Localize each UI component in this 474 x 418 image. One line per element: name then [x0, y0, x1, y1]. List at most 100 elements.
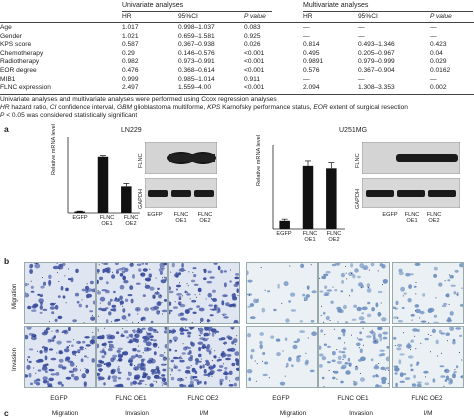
- micrograph-left-r0-c1: [96, 262, 168, 324]
- xlabel-right-0: EGFP: [276, 231, 292, 237]
- c-label-0: Migration: [51, 410, 79, 417]
- row-label-migration: Migration: [11, 283, 18, 309]
- wb-left-lane-1: FLNC OE1: [173, 212, 189, 224]
- row-label: Gender: [0, 32, 22, 40]
- micrograph-left-r0-c0: [24, 262, 96, 324]
- c-label-2: I/M: [199, 410, 209, 417]
- table-cell-p1: <0.001: [244, 67, 265, 74]
- fn-p: P: [0, 112, 5, 119]
- bar-chart-left: [67, 137, 140, 214]
- col-label-oe1-right: FLNC OE1: [337, 395, 369, 402]
- bar-1: [302, 165, 314, 229]
- row-label: MIB1: [0, 75, 16, 83]
- table-cell-hr2: —: [303, 32, 310, 40]
- micrograph-right-r0-c0: [246, 262, 318, 324]
- micrograph-left-r1-c1: [96, 326, 168, 388]
- row-label: Chemotherapy: [0, 49, 44, 57]
- fn-hr: HR: [0, 104, 10, 111]
- table-cell-hr2: 0.495: [303, 49, 320, 57]
- row-label: Age: [0, 24, 12, 31]
- table-cell-ci2: 0.205–0.967: [358, 49, 395, 57]
- table-cell-ci1: 0.973–0.991: [178, 58, 215, 66]
- table-cell-p2: —: [430, 24, 437, 31]
- fn-ci: CI: [49, 104, 57, 111]
- bar-2: [121, 186, 132, 213]
- xlabel-right-1: FLNC OE1: [302, 231, 318, 243]
- table-cell-ci1: 0.367–0.938: [178, 41, 215, 49]
- panel-b-label: b: [4, 256, 10, 266]
- wb-right-lane-1: FLNC OE1: [404, 212, 420, 224]
- micrograph-right-r1-c0: [246, 326, 318, 388]
- wb-right-flnc-label: FLNC: [355, 153, 361, 168]
- header-rule: [0, 22, 474, 23]
- bar-0: [279, 220, 290, 229]
- table-cell-ci1: 0.998–1.037: [178, 24, 215, 31]
- row-label: FLNC expression: [0, 84, 51, 92]
- panel-c-label: c: [4, 408, 9, 418]
- wb-left-gapdh-label: GAPDH: [138, 189, 144, 209]
- table-cell-hr1: 0.982: [122, 58, 139, 66]
- fn-ci-text: confidence interval,: [56, 104, 117, 111]
- footnote-1: Univariate analyses and multivariate ana…: [0, 96, 277, 103]
- table-cell-hr1: 0.29: [122, 49, 135, 57]
- col-label-oe2-right: FLNC OE2: [411, 395, 443, 402]
- micrograph-right-r1-c1: [318, 326, 390, 388]
- table-cell-hr1: 2.497: [122, 84, 139, 92]
- col-hr-1: HR: [122, 13, 132, 20]
- table-cell-p2: —: [430, 32, 437, 40]
- col-p-2: P value: [430, 13, 452, 20]
- table-cell-ci1: 0.146–0.576: [178, 49, 215, 57]
- table-cell-hr1: 0.476: [122, 67, 139, 74]
- footnote-3: P < 0.05 was considered statistically si…: [0, 112, 137, 120]
- table-cell-ci1: 0.368–0.614: [178, 67, 215, 74]
- col-p-1: P value: [244, 13, 266, 20]
- table-cell-p1: 0.925: [244, 32, 261, 40]
- table-cell-hr2: 2.094: [303, 84, 320, 92]
- table-cell-p1: <0.001: [244, 49, 265, 57]
- wb-left-flnc-label: FLNC: [138, 153, 144, 168]
- table-cell-ci1: 0.985–1.014: [178, 75, 215, 83]
- c-label-3: Migration: [279, 410, 307, 417]
- cell-line-left: LN229: [121, 127, 142, 134]
- ylabel-left: Relative mRNA level: [51, 124, 57, 175]
- col-hr-2: HR: [303, 13, 313, 20]
- xlabel-left-0: EGFP: [72, 215, 88, 221]
- xlabel-left-2: FLNC OE2: [123, 215, 139, 227]
- micrograph-right-r1-c2: [392, 326, 464, 388]
- western-blot-left-gapdh: [145, 178, 217, 208]
- bar-0: [74, 211, 85, 213]
- col-ci-2: 95%CI: [358, 13, 378, 20]
- table-cell-p1: 0.083: [244, 24, 261, 31]
- table-cell-hr2: 0.576: [303, 67, 320, 74]
- xlabel-right-2: FLNC OE2: [326, 231, 342, 243]
- table-cell-hr1: 0.587: [122, 41, 139, 49]
- table-cell-ci2: —: [358, 24, 365, 31]
- western-blot-right-flnc: [362, 142, 460, 174]
- micrograph-left-r0-c2: [168, 262, 240, 324]
- wb-right-lane-2: FLNC OE2: [426, 212, 442, 224]
- fn-hr-text: hazard ratio,: [9, 104, 50, 111]
- table-cell-p2: —: [430, 75, 437, 83]
- table-cell-hr1: 1.017: [122, 24, 139, 31]
- table-cell-p1: <0.001: [244, 84, 265, 92]
- wb-right-lane-0: EGFP: [382, 212, 398, 218]
- table-cell-ci2: 0.979–0.999: [358, 58, 395, 66]
- table-cell-p2: 0.029: [430, 58, 447, 66]
- fn-kps-text: Karnofsky performance status,: [220, 104, 314, 111]
- micrograph-right-r0-c1: [318, 262, 390, 324]
- fn-kps: KPS: [207, 104, 221, 111]
- row-label: Radiotherapy: [0, 58, 40, 66]
- fn-gbm-text: glioblastoma multiforme,: [131, 104, 208, 111]
- col-label-oe1-left: FLNC OE1: [115, 395, 147, 402]
- table-cell-p2: 0.04: [430, 49, 443, 57]
- table-cell-hr2: —: [303, 75, 310, 83]
- table-cell-ci1: 0.659–1.581: [178, 32, 215, 40]
- table-cell-p2: 0.002: [430, 84, 447, 92]
- col-label-egfp-left: EGFP: [50, 395, 68, 402]
- table-cell-ci1: 1.559–4.00: [178, 84, 212, 92]
- fn-gbm: GBM: [116, 104, 132, 111]
- bottom-rule: [0, 94, 474, 95]
- c-label-5: I/M: [423, 410, 433, 417]
- table-cell-ci2: —: [358, 32, 365, 40]
- table-cell-ci2: —: [358, 75, 365, 83]
